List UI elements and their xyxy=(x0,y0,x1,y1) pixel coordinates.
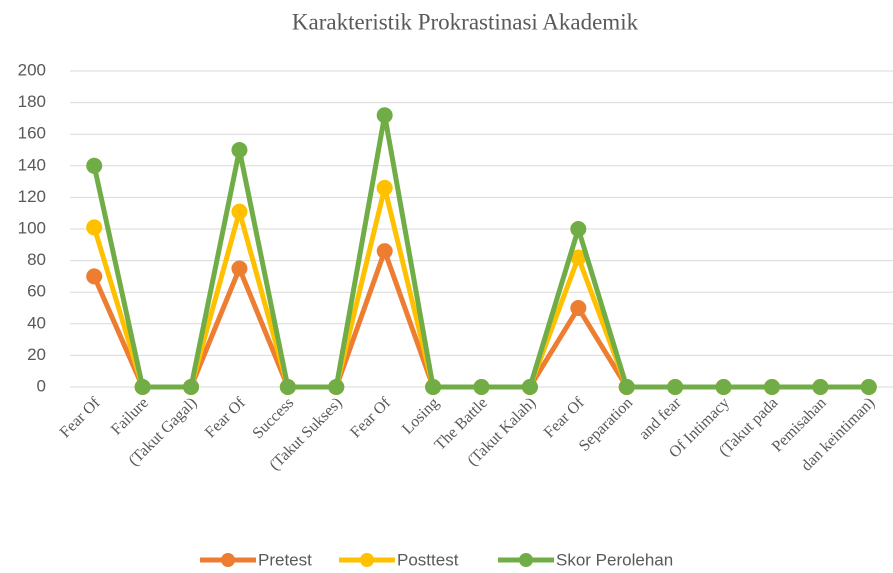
y-tick-label: 0 xyxy=(37,376,46,395)
x-tick-label: Failure xyxy=(108,394,152,438)
y-tick-label: 20 xyxy=(27,345,46,364)
point xyxy=(86,268,103,285)
point xyxy=(376,243,393,260)
point xyxy=(473,379,490,395)
x-tick-label: Separation xyxy=(576,394,636,454)
point xyxy=(231,203,248,220)
point xyxy=(521,379,538,395)
chart-title: Karakteristik Prokrastinasi Akademik xyxy=(292,9,639,34)
point xyxy=(86,219,103,236)
point xyxy=(134,379,151,395)
point xyxy=(570,249,587,266)
point xyxy=(376,179,393,196)
y-tick-label: 200 xyxy=(18,60,46,79)
legend-marker xyxy=(519,553,533,567)
y-tick-label: 140 xyxy=(18,155,46,174)
point xyxy=(183,379,200,395)
y-tick-label: 120 xyxy=(18,187,46,206)
legend-marker xyxy=(221,553,235,567)
point xyxy=(570,300,587,316)
point xyxy=(425,379,442,395)
y-tick-label: 100 xyxy=(18,218,46,237)
point xyxy=(715,379,732,395)
y-tick-label: 40 xyxy=(27,313,46,332)
x-tick-label: Fear Of xyxy=(541,394,588,441)
y-tick-label: 180 xyxy=(18,92,46,111)
y-tick-label: 160 xyxy=(18,124,46,143)
point xyxy=(86,157,103,174)
point xyxy=(667,379,684,395)
legend-marker xyxy=(360,553,374,567)
x-tick-label: and fear xyxy=(636,394,685,443)
x-tick-label: Fear Of xyxy=(202,394,249,441)
point xyxy=(812,379,829,395)
y-tick-label: 60 xyxy=(27,282,46,301)
y-tick-label: 80 xyxy=(27,250,46,269)
point xyxy=(860,379,877,395)
point xyxy=(618,379,635,395)
point xyxy=(570,221,587,237)
x-tick-label: Fear Of xyxy=(347,394,394,441)
point xyxy=(763,379,780,395)
x-tick-label: Losing xyxy=(399,394,442,437)
legend-label: Pretest xyxy=(258,550,312,569)
legend-label: Posttest xyxy=(397,550,459,569)
legend-label: Skor Perolehan xyxy=(556,550,673,569)
point xyxy=(328,379,345,395)
x-tick-label: Success xyxy=(249,394,297,442)
x-tick-label: Fear Of xyxy=(57,394,104,441)
point xyxy=(231,142,248,158)
point xyxy=(376,107,393,124)
point xyxy=(231,260,248,277)
point xyxy=(279,379,296,395)
series-line xyxy=(91,112,869,390)
